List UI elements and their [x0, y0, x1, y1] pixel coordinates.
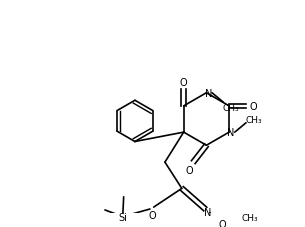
Text: CH₃: CH₃ [242, 213, 259, 222]
Text: N: N [227, 128, 235, 138]
Text: CH₃: CH₃ [222, 104, 239, 113]
Text: O: O [218, 219, 226, 227]
Text: O: O [149, 210, 156, 220]
Text: O: O [186, 165, 193, 175]
Text: N: N [205, 88, 212, 98]
Text: O: O [180, 77, 188, 87]
Text: O: O [250, 101, 257, 111]
Text: Si: Si [118, 212, 127, 222]
Text: CH₃: CH₃ [245, 115, 262, 124]
Text: N: N [204, 207, 212, 217]
